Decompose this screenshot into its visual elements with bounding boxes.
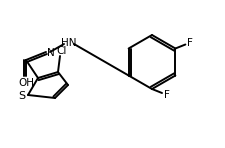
Text: N: N — [47, 48, 55, 58]
Text: Cl: Cl — [57, 46, 67, 56]
Text: F: F — [164, 90, 170, 100]
Text: OH: OH — [18, 78, 34, 88]
Text: S: S — [18, 91, 26, 101]
Text: F: F — [187, 37, 193, 48]
Text: HN: HN — [61, 38, 77, 48]
